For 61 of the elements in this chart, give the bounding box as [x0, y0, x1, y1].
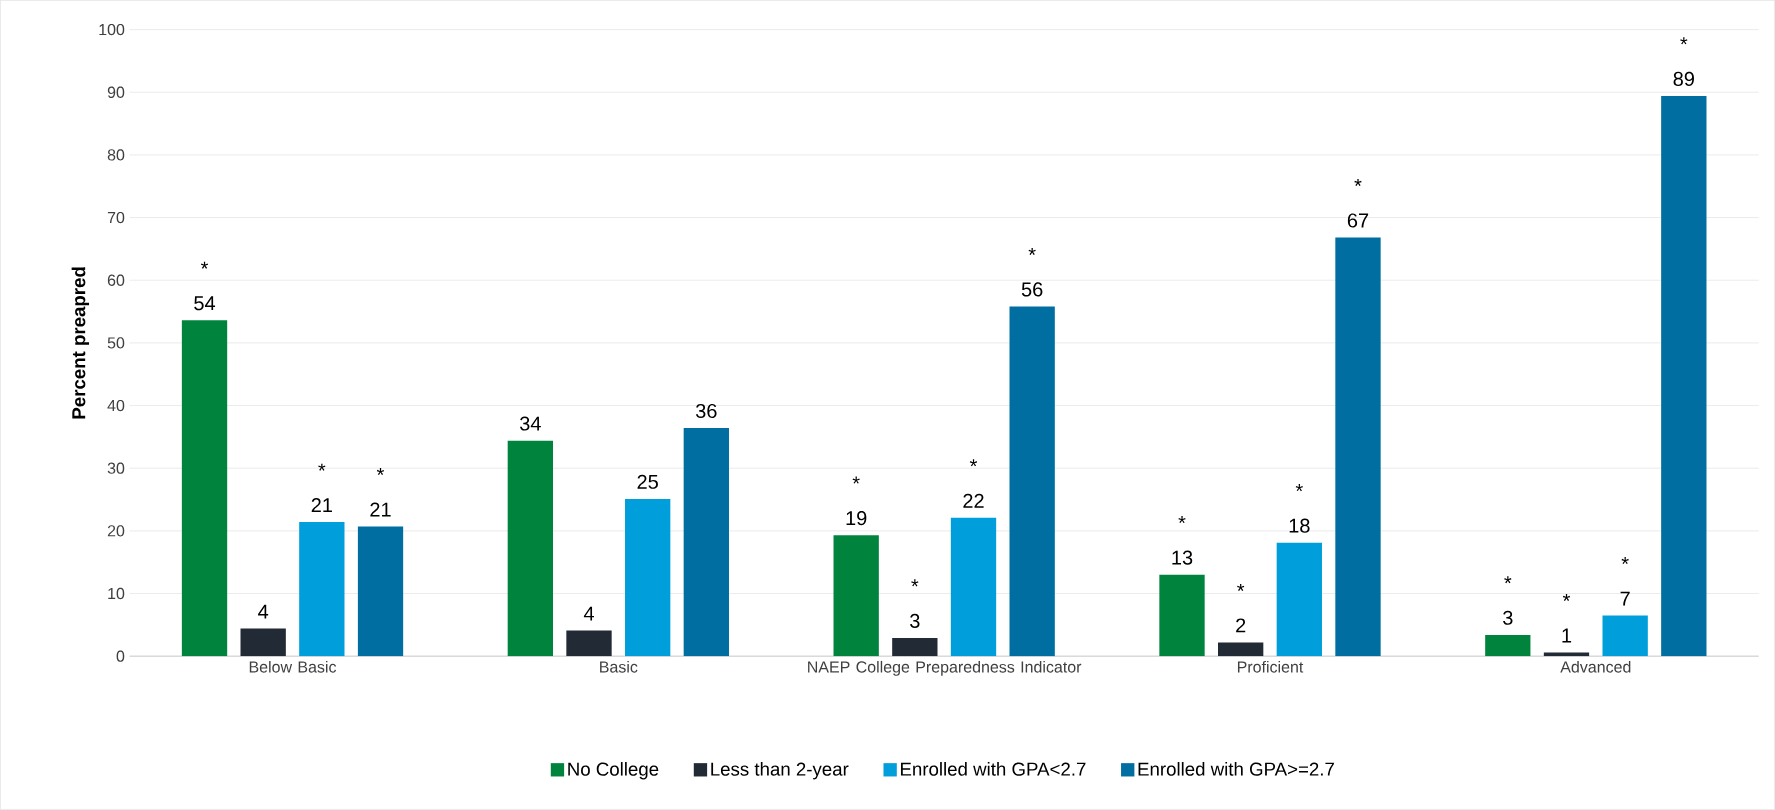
y-tick-label: 20	[107, 525, 125, 537]
bar	[1543, 652, 1590, 657]
y-tick-label: 10	[108, 587, 125, 600]
text: * 67	[1347, 179, 1369, 228]
legend-label: Enrolled with GPA<2.7	[901, 762, 1086, 776]
bar	[1602, 615, 1648, 657]
x-tick-label: NAEP College Preparedness Indicator	[808, 661, 1082, 676]
data-label: 4	[258, 604, 269, 619]
data-label: 4	[583, 606, 594, 621]
text: * 13	[1172, 516, 1193, 565]
text: * 19	[846, 476, 867, 526]
bar	[1335, 237, 1381, 657]
text: * 18	[1289, 484, 1310, 533]
bar	[1276, 542, 1322, 657]
y-tick-label: 30	[107, 462, 125, 474]
y-tick-label: 90	[107, 86, 125, 99]
x-tick-label: Below Basic	[249, 661, 337, 673]
bar	[950, 517, 997, 657]
text: * 3	[910, 579, 920, 629]
y-tick-label: 0	[116, 650, 125, 662]
text: * 21	[311, 463, 332, 513]
y-tick-label: 70	[107, 212, 125, 224]
text: * 7	[1620, 557, 1630, 606]
bar	[683, 428, 729, 657]
data-label: 34	[519, 416, 541, 431]
bar	[1009, 306, 1055, 657]
bar	[566, 630, 612, 657]
y-tick-label: 50	[107, 337, 125, 349]
text: * 2	[1236, 584, 1246, 633]
bar	[1661, 96, 1707, 657]
text: * 89	[1673, 37, 1694, 87]
bar	[507, 440, 554, 657]
bar	[892, 638, 938, 657]
text: * 3	[1503, 576, 1513, 625]
legend-label: Less than 2-year	[711, 762, 849, 780]
bar	[1218, 642, 1264, 657]
y-tick-label: 100	[99, 24, 125, 36]
data-label: 25	[637, 474, 658, 489]
bar	[181, 320, 228, 657]
y-tick-label: 40	[107, 400, 125, 412]
bar	[357, 526, 404, 657]
legend-label: No College	[568, 762, 659, 780]
bar	[833, 535, 879, 657]
x-tick-label: Basic	[600, 661, 638, 673]
bar	[299, 522, 345, 657]
text: * 56	[1021, 247, 1043, 297]
text: * 22	[963, 459, 984, 508]
y-axis-title: Percent preapred	[71, 267, 90, 419]
text: * 21	[370, 468, 391, 517]
x-tick-label: Advanced	[1560, 661, 1631, 673]
bar	[240, 628, 286, 657]
text: * 1	[1562, 594, 1572, 643]
bar	[1159, 574, 1205, 657]
data-label: 36	[695, 404, 717, 419]
x-tick-label: Proficient	[1237, 661, 1304, 673]
legend-label: Enrolled with GPA>=2.7	[1138, 762, 1334, 776]
text: * 54	[194, 261, 216, 311]
bar	[1485, 634, 1531, 657]
bar	[625, 499, 671, 657]
y-tick-label: 60	[107, 274, 125, 286]
y-tick-label: 80	[107, 149, 125, 161]
